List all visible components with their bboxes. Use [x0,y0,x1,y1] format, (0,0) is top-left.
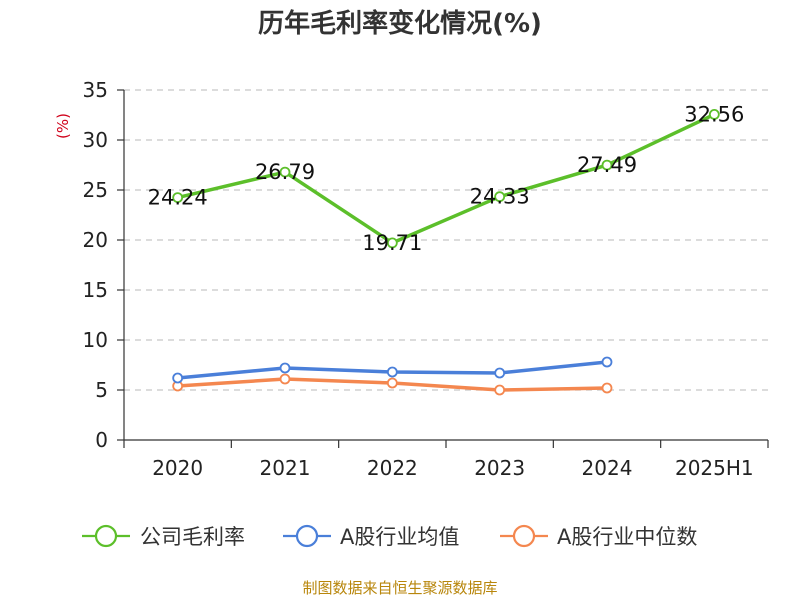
data-point [494,384,506,396]
data-label: 26.79 [255,160,315,184]
y-tick-label: 30 [83,128,108,152]
y-tick-label: 0 [95,428,108,452]
y-tick-label: 25 [83,178,108,202]
data-labels: 24.24 26.79 19.71 24.33 27.49 32.56 [148,102,745,255]
data-point [601,356,613,368]
data-point [386,377,398,389]
data-point [601,159,613,171]
legend-swatch-marker [94,524,118,548]
x-tick-label: 2023 [474,456,525,480]
data-point [172,192,184,204]
x-tick-label: 2025H1 [675,456,754,480]
x-tick-label: 2022 [367,456,418,480]
y-tick-label: 10 [83,328,108,352]
chart-title: 历年毛利率变化情况(%) [258,8,542,39]
data-label: 32.56 [684,102,744,126]
y-axis-label: (%) [54,113,72,139]
grid-lines [124,89,768,391]
legend-label: A股行业中位数 [557,525,697,549]
data-point [279,362,291,374]
data-point [494,367,506,379]
series-line [177,112,716,245]
data-label: 24.24 [148,186,208,210]
data-point [386,237,398,249]
data-point [708,109,720,120]
data-label: 24.33 [470,185,530,209]
data-label: 19.71 [362,231,422,255]
legend-label: A股行业均值 [340,525,459,549]
y-tick-label: 5 [95,378,108,402]
y-tick-label: 15 [83,278,108,302]
x-tick-label: 2021 [260,456,311,480]
y-tick-label: 35 [83,78,108,102]
data-point [279,373,291,385]
data-point [386,366,398,378]
legend-swatch-marker [512,524,536,548]
legend-swatch-marker [295,524,319,548]
series-layer [172,109,720,396]
axes: 0 5 10 15 20 25 30 35 2020 2021 2022 2023 2024 2025H1 [83,78,769,480]
data-point [279,166,291,178]
data-label: 27.49 [577,153,637,177]
data-point [601,382,613,394]
legend-label: 公司毛利率 [140,525,245,549]
x-tick-label: 2024 [582,456,633,480]
source-note: 制图数据来自恒生聚源数据库 [302,579,497,597]
x-tick-label: 2020 [152,456,203,480]
y-tick-label: 20 [83,228,108,252]
legend: 公司毛利率 A股行业均值 A股行业中位数 [82,524,697,549]
data-point [172,372,184,384]
data-point [494,191,506,203]
